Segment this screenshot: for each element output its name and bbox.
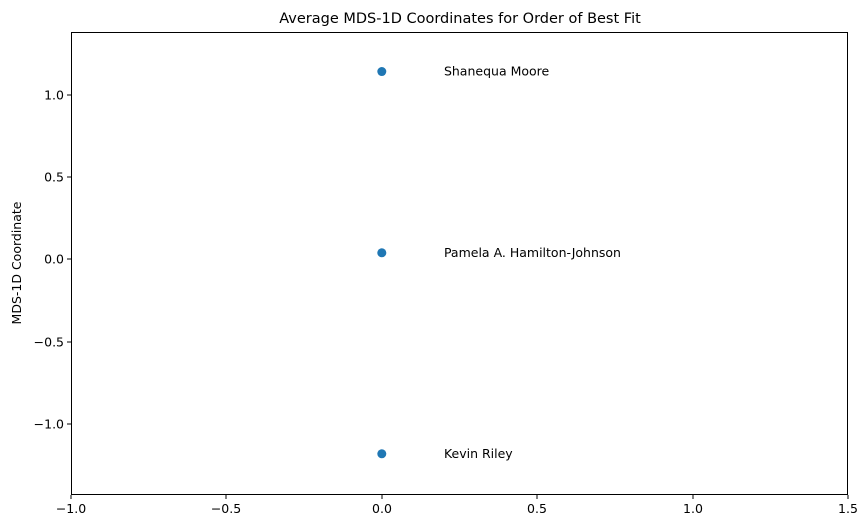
- data-point-label: Kevin Riley: [444, 446, 513, 461]
- axis-ticks: −1.0 −0.5 0.0 0.5 1.0 1.5 −1.0 −0.5 0.0 0.5 1.0: [34, 88, 858, 517]
- y-tick-label: 0.0: [44, 252, 64, 267]
- x-tick-label: 0.5: [527, 501, 547, 516]
- data-points: [377, 67, 387, 459]
- data-point: [377, 248, 387, 258]
- data-point-label: Pamela A. Hamilton-Johnson: [444, 245, 621, 260]
- x-tick-label: −0.5: [211, 501, 241, 516]
- y-tick-label: 0.5: [44, 170, 64, 185]
- data-point-label: Shanequa Moore: [444, 64, 550, 79]
- plot-area-frame: [71, 32, 848, 495]
- x-tick-label: 1.5: [838, 501, 858, 516]
- data-point: [377, 67, 387, 77]
- data-point: [377, 449, 387, 459]
- point-labels: Shanequa Moore Pamela A. Hamilton-Johnson…: [444, 64, 621, 461]
- y-axis-label: MDS-1D Coordinate: [9, 201, 24, 324]
- y-tick-label: 1.0: [44, 88, 64, 103]
- y-tick-label: −1.0: [34, 417, 64, 432]
- chart-title: Average MDS-1D Coordinates for Order of …: [279, 11, 641, 27]
- x-tick-label: 0.0: [372, 501, 392, 516]
- x-tick-label: −1.0: [56, 501, 86, 516]
- x-tick-label: 1.0: [683, 501, 703, 516]
- y-tick-label: −0.5: [34, 335, 64, 350]
